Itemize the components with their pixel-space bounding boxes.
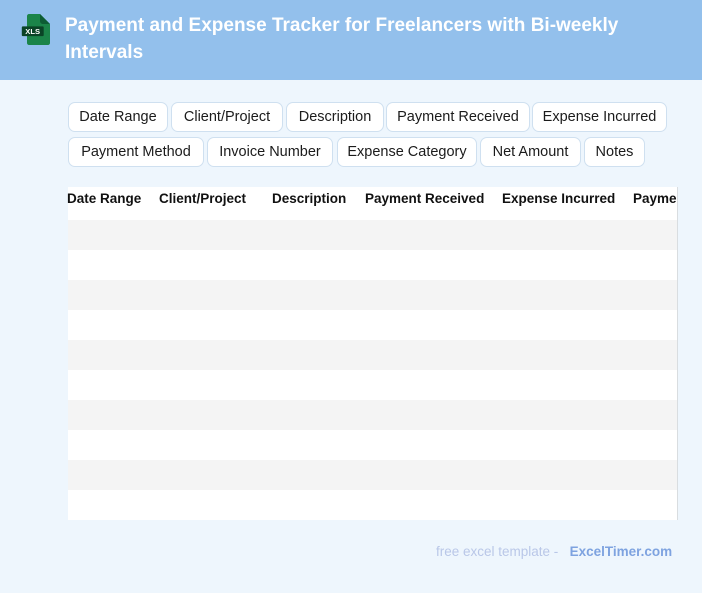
- svg-text:XLS: XLS: [25, 27, 40, 36]
